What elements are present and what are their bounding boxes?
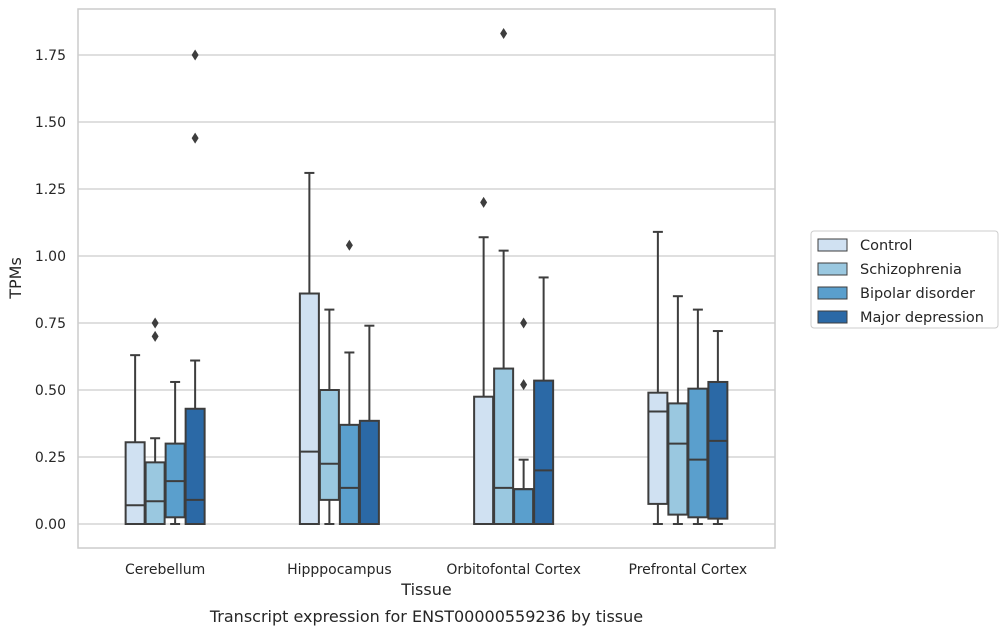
- x-axis-title: Tissue: [400, 580, 451, 599]
- box-bipolar-disorder: [513, 317, 535, 526]
- box-iqr: [687, 387, 709, 519]
- box-iqr: [124, 441, 146, 526]
- box-bipolar-disorder: [338, 239, 360, 525]
- chart-caption: Transcript expression for ENST0000055923…: [209, 607, 643, 626]
- outlier-point: [345, 239, 353, 251]
- box-schizophrenia: [318, 308, 340, 525]
- box-bipolar-disorder: [164, 380, 186, 525]
- outlier-point: [520, 379, 528, 391]
- y-tick-label: 1.25: [35, 182, 66, 198]
- outlier-point: [520, 317, 528, 329]
- legend-label: Major depression: [860, 310, 984, 326]
- box-iqr: [358, 419, 380, 526]
- plot-area-frame: [77, 8, 776, 549]
- legend-swatch: [817, 262, 848, 276]
- outlier-point: [191, 49, 199, 61]
- outlier-point: [151, 317, 159, 329]
- box-iqr: [707, 380, 729, 520]
- box-iqr: [513, 488, 535, 526]
- y-tick-label: 0.50: [35, 383, 66, 399]
- legend-label: Control: [860, 238, 912, 254]
- box-schizophrenia: [144, 317, 166, 525]
- box-schizophrenia: [667, 295, 689, 525]
- box-major-depression: [533, 276, 555, 525]
- box-iqr: [533, 379, 555, 525]
- y-tick-label: 1.75: [35, 48, 66, 64]
- box-iqr: [473, 395, 495, 526]
- box-control: [473, 196, 495, 526]
- box-iqr: [318, 389, 340, 501]
- boxes: [124, 28, 729, 526]
- legend-swatch: [817, 310, 848, 324]
- legend-label: Bipolar disorder: [860, 286, 975, 302]
- box-schizophrenia: [493, 28, 515, 525]
- legend-label: Schizophrenia: [860, 262, 962, 278]
- box-control: [298, 171, 320, 525]
- y-tick-label: 1.50: [35, 115, 66, 131]
- x-tick-label: Prefrontal Cortex: [629, 562, 748, 578]
- y-tick-label: 0.25: [35, 450, 66, 466]
- legend-swatch: [817, 238, 848, 252]
- outlier-point: [191, 132, 199, 144]
- legend: Control Schizophrenia Bipolar disorder Majo…: [810, 230, 999, 329]
- x-tick-labels: Cerebellum Hipppocampus Orbitofontal Corte…: [125, 562, 747, 578]
- box-iqr: [184, 407, 206, 526]
- y-tick-label: 0.00: [35, 517, 66, 533]
- box-control: [124, 354, 146, 526]
- x-tick-label: Cerebellum: [125, 562, 205, 578]
- legend-swatch: [817, 286, 848, 300]
- box-iqr: [667, 402, 689, 516]
- box-iqr: [298, 292, 320, 525]
- box-iqr: [144, 461, 166, 525]
- box-iqr: [493, 367, 515, 525]
- y-tick-label: 1.00: [35, 249, 66, 265]
- box-major-depression: [184, 49, 206, 526]
- outlier-point: [500, 28, 508, 40]
- box-iqr: [338, 423, 360, 525]
- y-axis-title: TPMs: [6, 257, 25, 300]
- y-tick-labels: 0.00 0.25 0.50 0.75 1.00 1.25 1.50 1.75: [35, 48, 66, 533]
- box-major-depression: [707, 330, 729, 525]
- legend-items: Control Schizophrenia Bipolar disorder Majo…: [817, 238, 984, 326]
- box-iqr: [647, 391, 669, 505]
- legend-frame: [810, 230, 999, 329]
- outlier-point: [151, 330, 159, 342]
- outlier-point: [480, 196, 488, 208]
- box-major-depression: [358, 324, 380, 526]
- box-control: [647, 230, 669, 525]
- y-tick-label: 0.75: [35, 316, 66, 332]
- box-bipolar-disorder: [687, 308, 709, 525]
- x-tick-label: Orbitofontal Cortex: [446, 562, 581, 578]
- x-tick-label: Hipppocampus: [287, 562, 392, 578]
